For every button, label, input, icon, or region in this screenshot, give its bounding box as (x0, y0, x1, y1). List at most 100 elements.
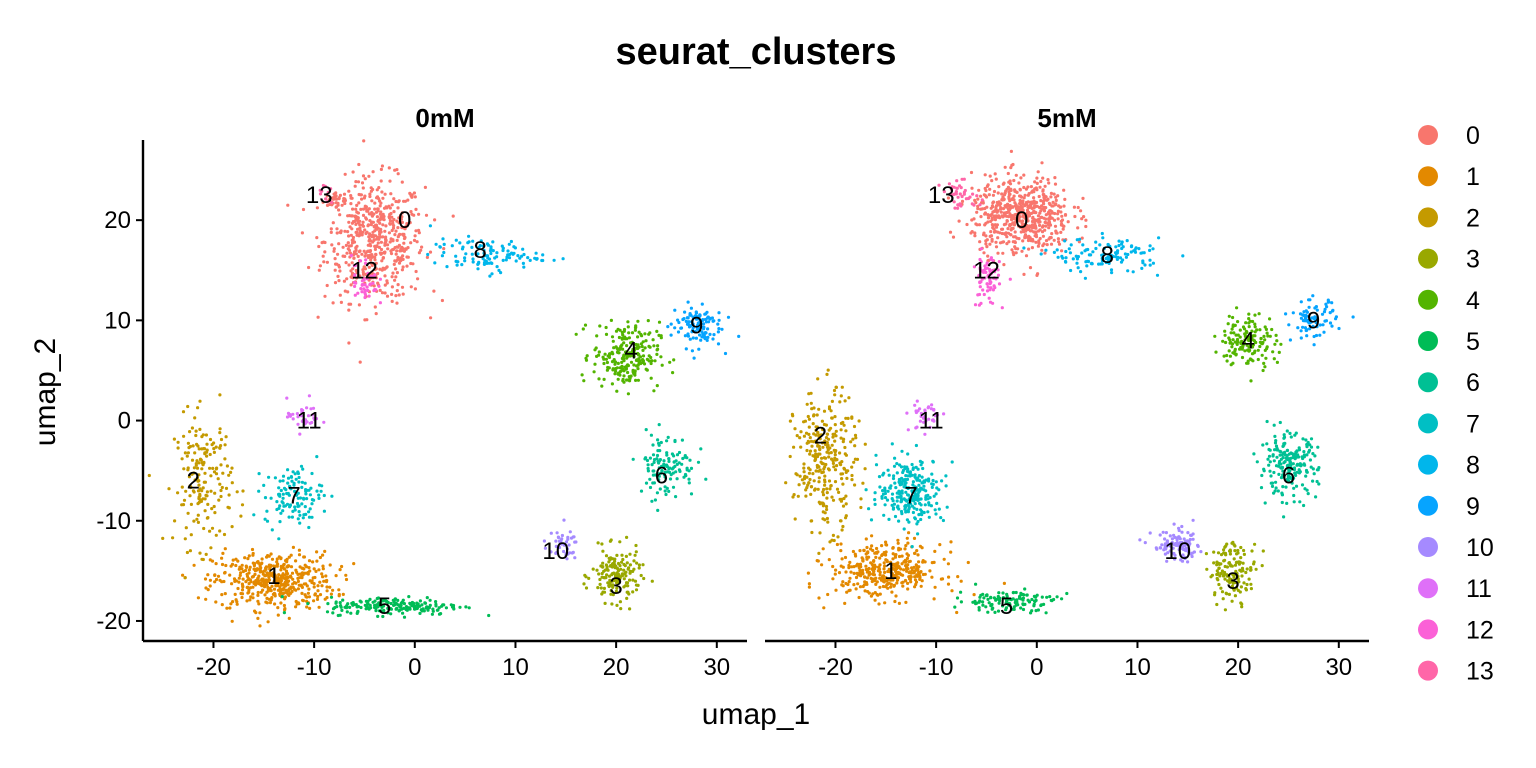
cluster-4-point (618, 346, 622, 350)
cluster-1-point (899, 573, 903, 577)
cluster-5-point (338, 613, 342, 617)
cluster-0-point (1081, 196, 1085, 200)
cluster-0-point (1048, 202, 1052, 207)
cluster-1-point (214, 562, 218, 566)
cluster-7-point (317, 496, 321, 500)
cluster-4-point (627, 336, 632, 340)
cluster-0-point (369, 223, 373, 227)
cluster-0-point (990, 239, 994, 243)
cluster-8-point (495, 255, 499, 259)
cluster-0-point (1079, 209, 1083, 213)
cluster-1-point (273, 602, 277, 606)
cluster-10-point (1159, 546, 1163, 550)
cluster-3-point (636, 583, 640, 588)
cluster-9-point (684, 319, 688, 323)
cluster-1-point (238, 573, 242, 578)
cluster-6-point (645, 458, 650, 463)
cluster-1-point (324, 574, 328, 578)
cluster-0-point (383, 243, 387, 247)
cluster-3-point (1249, 582, 1253, 586)
cluster-6-point (667, 457, 671, 461)
cluster-4-point (597, 350, 601, 354)
cluster-3-point (1236, 548, 1240, 553)
cluster-9-point (1322, 330, 1326, 334)
cluster-1-point (264, 583, 268, 587)
cluster-1-point (930, 575, 934, 579)
cluster-1-point (894, 594, 898, 598)
cluster-4-point (613, 372, 617, 376)
cluster-1-point (854, 554, 858, 558)
cluster-4-point (659, 336, 663, 340)
cluster-0-point (361, 186, 365, 190)
cluster-2-point (840, 477, 844, 481)
cluster-6-point (1261, 443, 1265, 447)
cluster-0-point (347, 341, 351, 345)
cluster-0-point (1046, 178, 1050, 182)
cluster-5-point (1036, 608, 1040, 612)
cluster-2-point (825, 372, 829, 376)
cluster-1-point (864, 537, 868, 541)
cluster-8-point (505, 255, 509, 259)
cluster-3-point (1213, 591, 1217, 595)
cluster-3-point (620, 553, 624, 557)
cluster-10-point (1191, 537, 1195, 541)
cluster-1-point (312, 567, 316, 571)
cluster-1-point (251, 553, 255, 557)
cluster-4-point (597, 377, 601, 381)
cluster-0-point (375, 215, 379, 219)
cluster-4-point (657, 333, 661, 337)
cluster-12-point (367, 294, 371, 298)
cluster-8-point (445, 265, 449, 269)
cluster-0-point (374, 261, 378, 265)
cluster-3-point (1250, 549, 1254, 553)
cluster-1-point (320, 572, 324, 576)
cluster-3-point (624, 554, 629, 559)
cluster-0-point (307, 265, 311, 270)
cluster-9-point (1288, 338, 1292, 342)
cluster-0-point (366, 254, 370, 258)
cluster-10-point (1172, 522, 1176, 526)
cluster-2-point (180, 485, 184, 489)
cluster-3-point (1239, 545, 1243, 550)
cluster-1-point (220, 562, 225, 567)
cluster-1-point (223, 592, 227, 596)
cluster-1-point (274, 581, 279, 585)
cluster-8-point (513, 246, 518, 250)
cluster-9-point (711, 319, 715, 323)
cluster-0-point (1001, 207, 1006, 211)
cluster-10-point (574, 540, 578, 544)
cluster-7-point (920, 475, 924, 479)
cluster-0-point (1014, 173, 1018, 177)
x-tick-label: 10 (502, 654, 529, 681)
cluster-4-point (616, 377, 620, 381)
cluster-2-point (183, 537, 187, 541)
cluster-8-point (521, 247, 525, 251)
cluster-3-point (615, 603, 619, 608)
cluster-0-point (346, 230, 350, 234)
cluster-0-point (402, 241, 406, 245)
cluster-1-point (278, 590, 282, 594)
cluster-2-point (833, 456, 837, 460)
cluster-0-point (320, 241, 324, 245)
cluster-6-point (1262, 469, 1266, 473)
cluster-3-point (626, 590, 630, 594)
cluster-1-point (889, 585, 893, 589)
cluster-0-point (339, 300, 343, 304)
cluster-2-point (180, 503, 184, 507)
cluster-0-point (1004, 214, 1009, 218)
cluster-0-point (391, 271, 395, 275)
cluster-0-point (440, 298, 444, 303)
cluster-0-point (349, 283, 353, 287)
cluster-3-point (626, 584, 630, 588)
cluster-4-point (620, 360, 624, 364)
cluster-0-point (357, 162, 361, 167)
cluster-5-point (333, 606, 337, 610)
cluster-1-point (240, 592, 245, 596)
cluster-2-point (844, 453, 849, 457)
cluster-0-point (425, 255, 429, 259)
cluster-12-point (977, 292, 982, 297)
cluster-4-point (1231, 323, 1235, 327)
cluster-1-point (831, 577, 835, 581)
cluster-10-point (1177, 528, 1181, 533)
scatter-points-0mM (147, 139, 741, 628)
